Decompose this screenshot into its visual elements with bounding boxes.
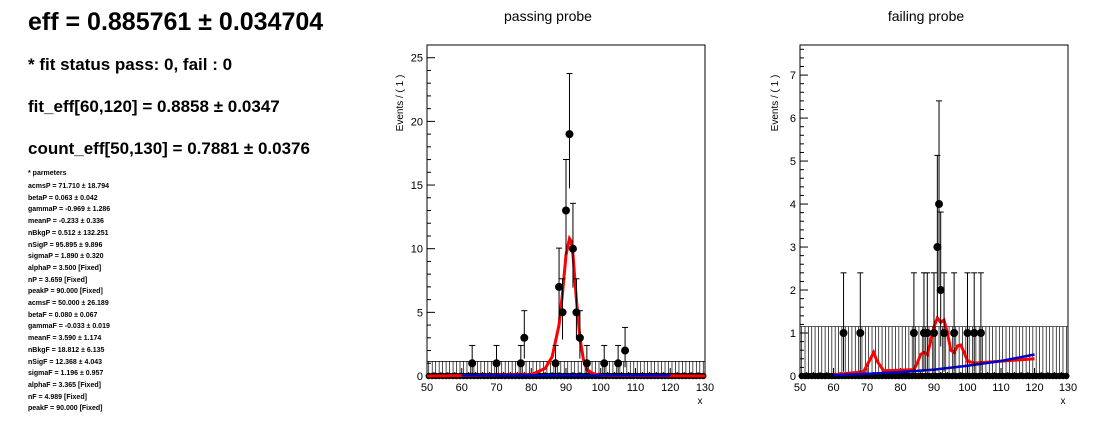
y-tick-label: 4	[790, 199, 796, 211]
x-tick-label: 120	[1025, 382, 1043, 394]
y-tick-label: 2	[790, 285, 796, 297]
data-point	[555, 282, 564, 291]
data-point	[565, 130, 574, 139]
data-point	[572, 308, 581, 317]
fit-total-curve	[426, 234, 706, 378]
data-point	[551, 359, 560, 368]
y-tick-label: 6	[790, 113, 796, 125]
data-point	[614, 359, 623, 368]
count-eff-line: count_eff[50,130] = 0.7881 ± 0.0376	[28, 139, 310, 158]
y-tick-label: 3	[790, 242, 796, 254]
x-axis-label: x	[1061, 396, 1066, 407]
y-tick-label: 15	[411, 180, 423, 192]
params-title: * parmeters	[28, 170, 67, 177]
x-tick-label: 100	[592, 382, 610, 394]
empty-bin-point	[1063, 372, 1070, 380]
x-tick-label: 90	[928, 382, 940, 394]
data-point	[575, 333, 584, 342]
data-point	[621, 346, 630, 355]
y-axis-label: Events / ( 1 )	[770, 75, 781, 132]
y-tick-label: 7	[790, 70, 796, 82]
param-line: sigmaF = 1.196 ± 0.957	[28, 370, 104, 378]
data-point	[516, 359, 525, 368]
y-tick-label: 10	[411, 244, 423, 256]
data-point	[856, 329, 865, 338]
data-point	[600, 359, 609, 368]
param-line: alphaP = 3.500 [Fixed]	[28, 264, 102, 272]
param-line: peakF = 90.000 [Fixed]	[28, 405, 103, 413]
param-line: acmsF = 50.000 ± 26.189	[28, 300, 109, 307]
data-point	[933, 243, 942, 252]
x-tick-label: 50	[421, 382, 433, 394]
x-tick-label: 70	[861, 382, 873, 394]
data-point	[923, 329, 932, 338]
param-line: meanF = 3.590 ± 1.174	[28, 335, 102, 343]
y-tick-label: 0	[417, 371, 423, 383]
x-tick-label: 130	[1059, 382, 1077, 394]
x-tick-label: 90	[560, 382, 572, 394]
data-point	[468, 359, 477, 368]
data-point	[562, 206, 570, 215]
param-line: meanP = -0.233 ± 0.336	[28, 218, 104, 226]
data-point	[935, 200, 944, 209]
y-tick-label: 5	[790, 156, 796, 168]
param-line: peakP = 90.000 [Fixed]	[28, 288, 103, 296]
data-point	[950, 329, 959, 338]
x-tick-label: 80	[525, 382, 537, 394]
param-line: sigmaP = 1.890 ± 0.320	[28, 253, 104, 261]
data-point	[568, 244, 577, 253]
x-tick-label: 120	[661, 382, 679, 394]
param-line: nSigF = 12.368 ± 4.043	[28, 358, 103, 366]
data-point	[492, 359, 501, 368]
param-line: gammaF = -0.033 ± 0.019	[28, 323, 110, 331]
param-line: nF = 4.989 [Fixed]	[28, 393, 87, 401]
results-panel: eff = 0.885761 ± 0.034704 * fit status p…	[0, 0, 390, 422]
y-tick-label: 5	[417, 307, 423, 319]
data-point	[930, 329, 938, 338]
param-line: betaP = 0.063 ± 0.042	[28, 194, 98, 202]
x-tick-label: 50	[794, 382, 806, 394]
param-line: nBkgF = 18.812 ± 6.135	[28, 346, 105, 354]
y-tick-label: 1	[790, 328, 796, 340]
y-tick-label: 25	[411, 53, 423, 65]
param-line: alphaF = 3.365 [Fixed]	[28, 381, 101, 389]
data-point	[963, 329, 972, 338]
x-tick-label: 130	[696, 382, 714, 394]
param-line: betaF = 0.080 ± 0.067	[28, 311, 98, 319]
efficiency-heading: eff = 0.885761 ± 0.034704	[28, 8, 324, 36]
y-tick-label: 0	[790, 371, 796, 383]
y-tick-label: 20	[411, 116, 423, 128]
data-point	[520, 333, 529, 342]
data-point	[976, 329, 985, 338]
param-line: acmsP = 71.710 ± 18.794	[28, 183, 109, 190]
param-line: gammaP = -0.969 ± 1.286	[28, 206, 111, 214]
x-tick-label: 80	[894, 382, 906, 394]
param-line: nBkgP = 0.512 ± 132.251	[28, 229, 109, 237]
data-point	[558, 308, 567, 317]
param-line: nP = 3.659 [Fixed]	[28, 276, 88, 284]
data-point	[839, 329, 848, 338]
x-tick-label: 110	[627, 382, 645, 394]
data-point	[582, 359, 591, 368]
fit-eff-line: fit_eff[60,120] = 0.8858 ± 0.0347	[28, 97, 280, 116]
chart-title: passing probe	[504, 8, 592, 24]
data-point	[909, 329, 918, 338]
x-tick-label: 110	[992, 382, 1010, 394]
data-point	[936, 286, 945, 295]
fit-status-line: * fit status pass: 0, fail : 0	[28, 55, 233, 74]
x-tick-label: 100	[958, 382, 976, 394]
data-point	[970, 329, 979, 338]
x-tick-label: 70	[490, 382, 502, 394]
x-tick-label: 60	[827, 382, 839, 394]
param-line: nSigP = 95.895 ± 9.896	[28, 241, 103, 249]
x-tick-label: 60	[456, 382, 468, 394]
chart-title: failing probe	[888, 8, 964, 24]
data-point	[940, 329, 949, 338]
y-axis-label: Events / ( 1 )	[395, 75, 406, 132]
x-axis-label: x	[698, 396, 703, 407]
